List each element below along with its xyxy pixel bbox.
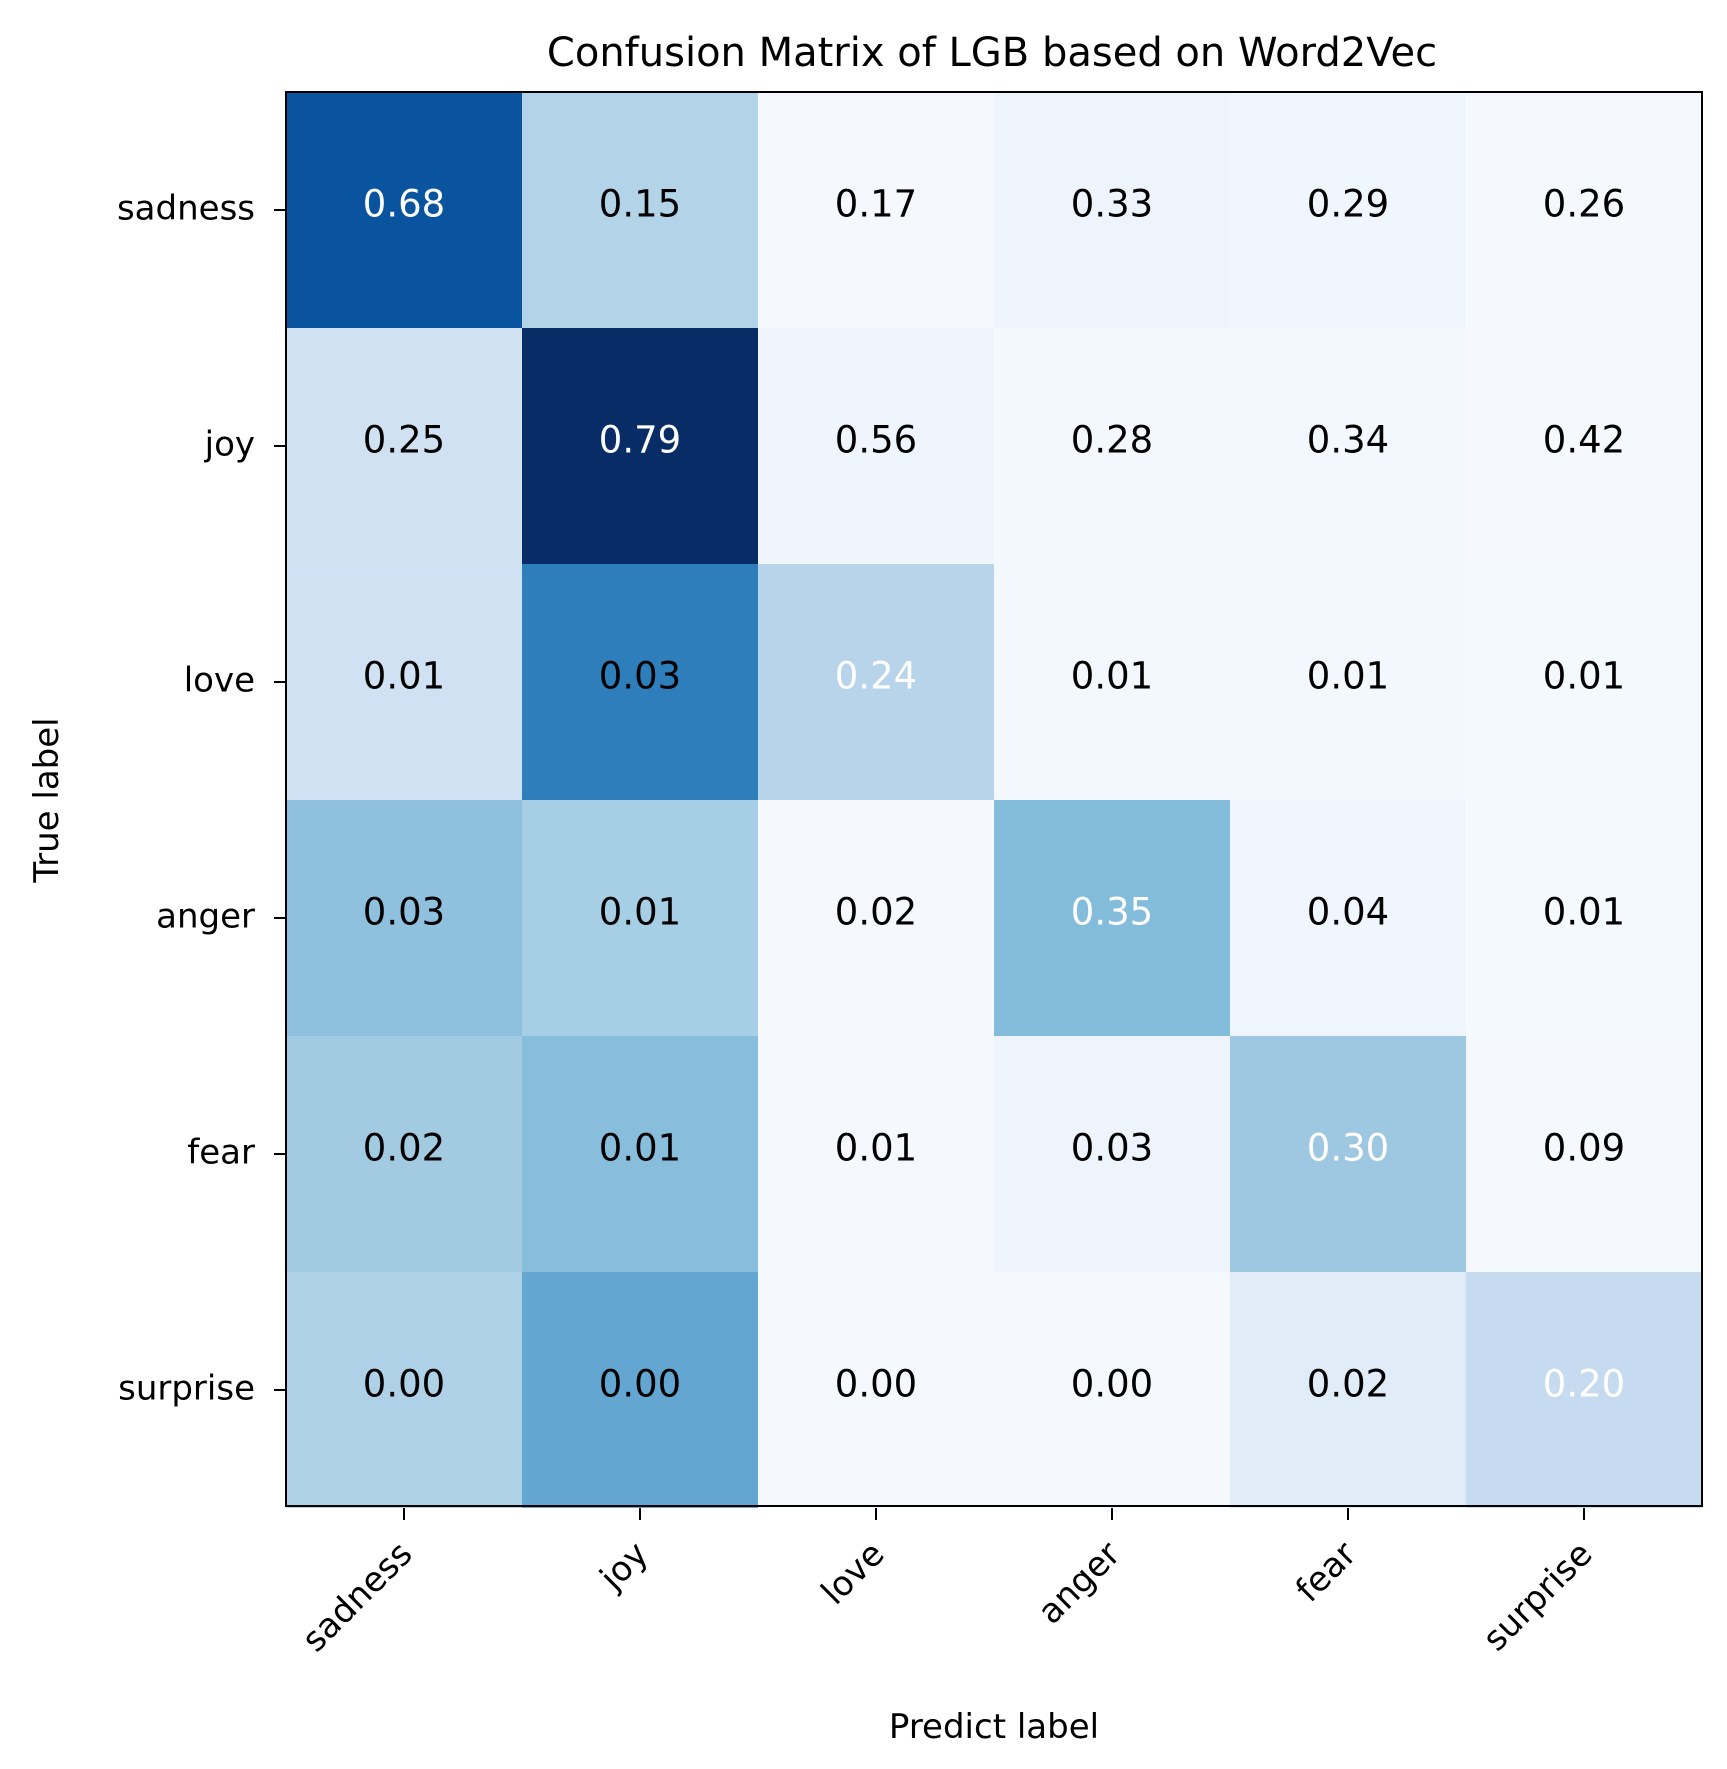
heatmap-cell (994, 1272, 1230, 1508)
heatmap-cell (522, 1036, 758, 1272)
heatmap-cell (758, 328, 994, 564)
cell-value-label: 0.33 (1071, 183, 1153, 226)
cell-value-label: 0.35 (1071, 891, 1153, 934)
heatmap-cells (286, 92, 1702, 1508)
heatmap-cell (1466, 564, 1702, 800)
heatmap-cell (994, 564, 1230, 800)
cell-value-label: 0.03 (1071, 1127, 1153, 1170)
heatmap-cell (994, 328, 1230, 564)
cell-value-label: 0.01 (599, 891, 681, 934)
cell-value-label: 0.01 (1071, 655, 1153, 698)
heatmap-cell (994, 92, 1230, 328)
heatmap-cell (522, 92, 758, 328)
heatmap-cell (522, 328, 758, 564)
cell-value-label: 0.01 (1543, 655, 1625, 698)
cell-value-label: 0.30 (1307, 1127, 1389, 1170)
heatmap-cell (1466, 328, 1702, 564)
cell-value-label: 0.01 (599, 1127, 681, 1170)
heatmap-cell (286, 92, 522, 328)
heatmap-cell (758, 1036, 994, 1272)
y-tick-label: anger (156, 897, 255, 937)
heatmap-cell (1230, 1272, 1466, 1508)
cell-value-label: 0.79 (599, 419, 681, 462)
heatmap-cell (286, 800, 522, 1036)
heatmap-cell (758, 1272, 994, 1508)
heatmap-cell (1466, 800, 1702, 1036)
y-tick-label: joy (204, 425, 255, 465)
cell-value-label: 0.68 (363, 183, 445, 226)
heatmap-cell (994, 800, 1230, 1036)
heatmap-cell (1230, 92, 1466, 328)
cell-value-label: 0.03 (363, 891, 445, 934)
heatmap-cell (286, 328, 522, 564)
cell-value-label: 0.00 (835, 1363, 917, 1406)
cell-value-label: 0.04 (1307, 891, 1389, 934)
heatmap-cell-labels: 0.68 0.15 0.17 0.33 0.29 0.26 0.25 0.79 0.56 0.28… (363, 183, 1625, 1406)
cell-value-label: 0.01 (1543, 891, 1625, 934)
heatmap-cell (1466, 1272, 1702, 1508)
cell-value-label: 0.02 (835, 891, 917, 934)
cell-value-label: 0.01 (1307, 655, 1389, 698)
x-tick-label: love (814, 1534, 893, 1613)
cell-value-label: 0.34 (1307, 419, 1389, 462)
y-axis-label: True label (27, 717, 67, 883)
y-tick-label: love (184, 661, 255, 701)
heatmap-cell (522, 1272, 758, 1508)
cell-value-label: 0.01 (363, 655, 445, 698)
x-tick-label: sadness (294, 1534, 420, 1660)
heatmap-cell (522, 800, 758, 1036)
heatmap-cell (758, 800, 994, 1036)
x-tick-label: joy (592, 1534, 657, 1599)
y-axis-ticks: sadness joy love anger fear surprise (117, 189, 286, 1409)
x-tick-label: fear (1288, 1534, 1364, 1610)
heatmap-cell (522, 564, 758, 800)
heatmap-cell (758, 92, 994, 328)
cell-value-label: 0.56 (835, 419, 917, 462)
heatmap-cell (286, 1036, 522, 1272)
cell-value-label: 0.29 (1307, 183, 1389, 226)
heatmap-cell (758, 564, 994, 800)
cell-value-label: 0.28 (1071, 419, 1153, 462)
heatmap-cell (1466, 1036, 1702, 1272)
cell-value-label: 0.26 (1543, 183, 1625, 226)
chart-title: Confusion Matrix of LGB based on Word2Ve… (547, 30, 1437, 76)
heatmap-cell (994, 1036, 1230, 1272)
cell-value-label: 0.00 (363, 1363, 445, 1406)
cell-value-label: 0.17 (835, 183, 917, 226)
heatmap-cell (1230, 564, 1466, 800)
cell-value-label: 0.02 (363, 1127, 445, 1170)
heatmap-cell (1230, 1036, 1466, 1272)
heatmap-cell (286, 564, 522, 800)
cell-value-label: 0.02 (1307, 1363, 1389, 1406)
cell-value-label: 0.01 (835, 1127, 917, 1170)
heatmap-cell (286, 1272, 522, 1508)
heatmap-cell (1466, 92, 1702, 328)
x-tick-label: anger (1030, 1534, 1128, 1632)
cell-value-label: 0.03 (599, 655, 681, 698)
x-axis-ticks: sadness joy love anger fear surprise (294, 1508, 1600, 1660)
cell-value-label: 0.15 (599, 183, 681, 226)
plot-frame (285, 91, 1703, 1507)
cell-value-label: 0.25 (363, 419, 445, 462)
cell-value-label: 0.42 (1543, 419, 1625, 462)
x-axis-label: Predict label (889, 1707, 1099, 1747)
y-tick-label: fear (187, 1133, 255, 1173)
y-tick-label: surprise (118, 1369, 255, 1409)
cell-value-label: 0.00 (599, 1363, 681, 1406)
heatmap-cell (1230, 800, 1466, 1036)
y-tick-label: sadness (117, 189, 255, 229)
heatmap-cell (1230, 328, 1466, 564)
cell-value-label: 0.00 (1071, 1363, 1153, 1406)
cell-value-label: 0.24 (835, 655, 917, 698)
cell-value-label: 0.20 (1543, 1363, 1625, 1406)
x-tick-label: surprise (1475, 1534, 1600, 1659)
cell-value-label: 0.09 (1543, 1127, 1625, 1170)
